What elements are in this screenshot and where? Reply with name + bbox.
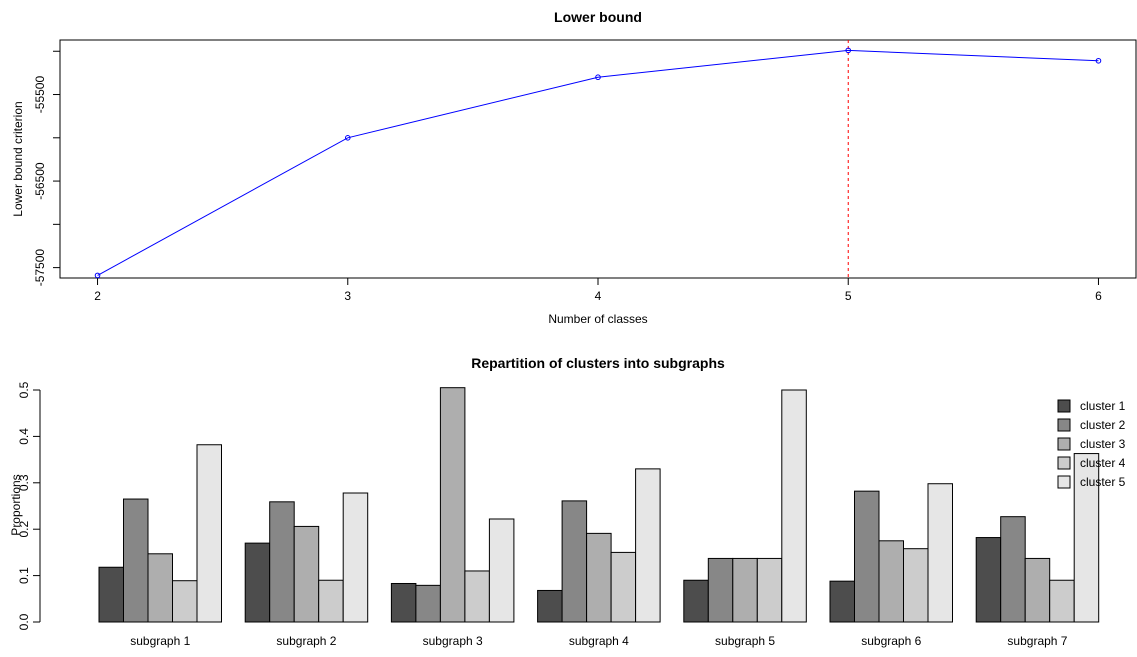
repartition-bar	[342, 492, 369, 623]
repartition-y-ticks: 0.0 0.1 0.2 0.3 0.4 0.5	[17, 381, 41, 630]
legend-label: cluster 1	[1080, 399, 1126, 413]
repartition-bar	[390, 582, 417, 623]
repartition-bar	[903, 548, 929, 623]
repartition-bar	[98, 566, 124, 623]
repartition-bar	[975, 537, 1002, 623]
legend-swatch	[1057, 437, 1071, 451]
repartition-y-axis-label: Proportions	[9, 474, 23, 535]
lower-bound-x-ticks: 2 3 4 5 6	[94, 278, 1102, 303]
lower-bound-chart: Lower bound Number of classes Lower boun…	[11, 9, 1137, 326]
repartition-x-tick-label: subgraph 6	[861, 634, 921, 648]
lower-bound-series	[94, 40, 1102, 279]
repartition-x-tick-label: subgraph 2	[276, 634, 336, 648]
repartition-bar	[269, 501, 295, 623]
legend-label: cluster 5	[1080, 475, 1126, 489]
lower-bound-y-axis-label: Lower bound criterion	[11, 101, 25, 216]
legend-label: cluster 2	[1080, 418, 1126, 432]
lower-bound-x-tick-label: 3	[344, 289, 351, 303]
lower-bound-point	[845, 47, 852, 54]
repartition-bar	[415, 584, 441, 623]
repartition-bar	[586, 532, 612, 623]
legend-swatch	[1057, 418, 1071, 432]
repartition-legend: cluster 1 cluster 2 cluster 3 cluster 4 clus…	[1057, 399, 1126, 489]
lower-bound-x-tick-label: 2	[94, 289, 101, 303]
lower-bound-x-tick-label: 6	[1095, 289, 1102, 303]
repartition-bar	[756, 557, 783, 623]
repartition-x-tick-label: subgraph 3	[423, 634, 483, 648]
lower-bound-point	[595, 74, 601, 81]
legend-swatch	[1057, 456, 1071, 470]
repartition-bar	[172, 580, 198, 623]
lower-bound-y-tick-label: -56500	[33, 162, 47, 200]
repartition-y-tick-label: 0.0	[17, 613, 31, 630]
lower-bound-title: Lower bound	[554, 9, 642, 25]
repartition-y-tick-label: 0.5	[17, 381, 31, 398]
lower-bound-x-tick-label: 4	[595, 289, 602, 303]
repartition-bar	[1000, 516, 1026, 623]
repartition-x-tick-label: subgraph 4	[569, 634, 629, 648]
lower-bound-plot-frame	[59, 39, 1137, 279]
repartition-bar	[635, 468, 661, 623]
repartition-bar	[707, 557, 734, 623]
lower-bound-x-tick-label: 5	[845, 289, 852, 303]
repartition-bar	[318, 579, 344, 623]
lower-bound-series-line	[97, 49, 1099, 276]
legend-swatch	[1057, 475, 1071, 489]
lower-bound-point	[344, 134, 351, 141]
repartition-bar	[147, 553, 173, 623]
repartition-bar	[781, 389, 807, 623]
repartition-y-tick-label: 0.3	[17, 474, 31, 491]
repartition-bar	[878, 540, 904, 623]
repartition-x-labels: subgraph 1 subgraph 2 subgraph 3 subgraph 4…	[130, 634, 1068, 648]
repartition-chart: Repartition of clusters into subgraphs P…	[9, 355, 1126, 648]
repartition-bar	[196, 444, 222, 623]
lower-bound-x-axis-label: Number of classes	[548, 312, 647, 326]
repartition-bar	[854, 490, 880, 623]
repartition-bar	[732, 557, 758, 623]
repartition-bar	[561, 500, 588, 623]
legend-label: cluster 4	[1080, 456, 1126, 470]
repartition-x-tick-label: subgraph 1	[130, 634, 190, 648]
lower-bound-point	[1095, 57, 1102, 64]
repartition-bar	[1049, 579, 1075, 623]
repartition-bar	[829, 580, 855, 623]
repartition-bar	[610, 551, 637, 623]
repartition-bar	[488, 518, 515, 623]
lower-bound-y-ticks: -57500 -56500 -55500	[33, 50, 60, 287]
repartition-bar	[683, 579, 709, 623]
repartition-y-tick-label: 0.4	[17, 428, 31, 445]
repartition-bar	[244, 542, 271, 623]
legend-swatch	[1057, 399, 1071, 413]
repartition-bar	[927, 483, 953, 623]
legend-label: cluster 3	[1080, 437, 1126, 451]
lower-bound-point	[94, 272, 101, 279]
repartition-bar	[1024, 557, 1051, 623]
repartition-y-tick-label: 0.1	[17, 567, 31, 584]
repartition-bar	[537, 589, 563, 623]
lower-bound-y-tick-label: -55500	[33, 76, 47, 114]
repartition-bar	[1073, 453, 1100, 623]
repartition-y-tick-label: 0.2	[17, 521, 31, 538]
repartition-bar	[293, 525, 320, 623]
repartition-bar	[123, 498, 149, 623]
repartition-bars	[98, 387, 1100, 623]
repartition-title: Repartition of clusters into subgraphs	[471, 355, 725, 371]
repartition-bar	[439, 387, 466, 623]
lower-bound-y-tick-label: -57500	[33, 249, 47, 287]
repartition-bar	[464, 570, 490, 623]
repartition-x-tick-label: subgraph 7	[1007, 634, 1067, 648]
repartition-x-tick-label: subgraph 5	[715, 634, 775, 648]
